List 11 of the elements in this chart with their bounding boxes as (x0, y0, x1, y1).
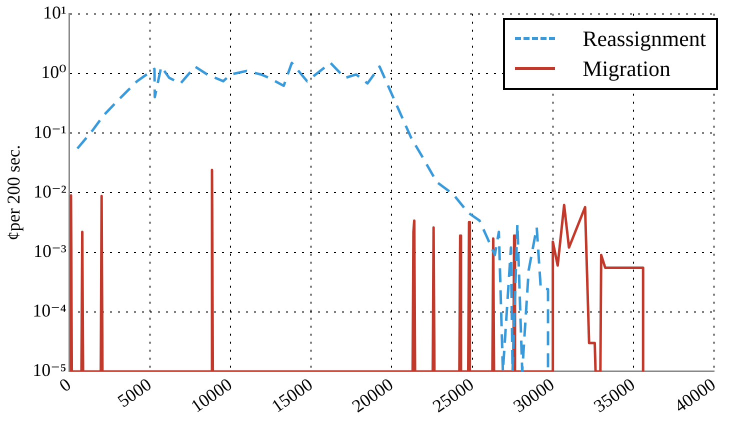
legend-label: Reassignment (582, 24, 706, 53)
y-axis-title: ¢per 200 sec. (4, 144, 24, 240)
y-tick-label: 10⁰ (41, 62, 66, 82)
line-series (76, 62, 550, 372)
y-tick-label: 10⁻³ (33, 241, 67, 261)
y-tick-label: 10⁻² (33, 181, 66, 202)
y-tick-label: 10¹ (42, 2, 66, 23)
legend-label: Migration (582, 54, 671, 83)
y-tick-label: 10⁻¹ (33, 122, 66, 142)
y-tick-label: 10⁻⁴ (32, 300, 66, 321)
x-tick-label: 5000 (114, 374, 155, 412)
